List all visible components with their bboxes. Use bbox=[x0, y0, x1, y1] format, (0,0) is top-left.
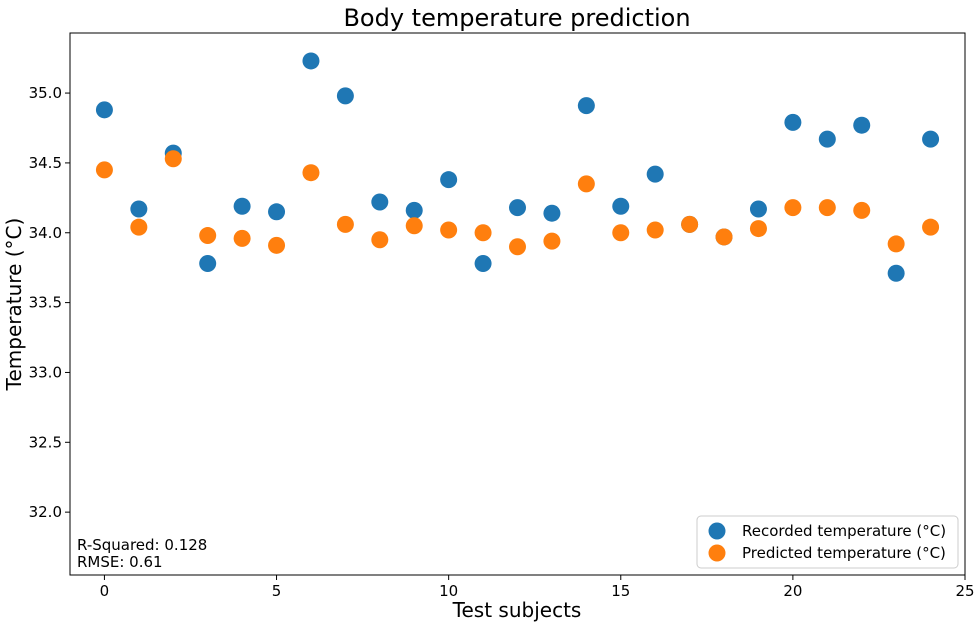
y-tick-label: 32.0 bbox=[29, 503, 62, 521]
data-point bbox=[612, 224, 630, 242]
data-point bbox=[130, 218, 148, 236]
data-point bbox=[233, 229, 251, 247]
data-point bbox=[577, 175, 595, 193]
data-point bbox=[405, 217, 423, 235]
data-point bbox=[646, 221, 664, 239]
x-tick-label: 0 bbox=[100, 582, 110, 600]
r-squared-annotation: R-Squared: 0.128 bbox=[77, 536, 207, 554]
x-tick-label: 10 bbox=[439, 582, 458, 600]
data-point bbox=[922, 218, 940, 236]
data-point bbox=[474, 254, 492, 272]
data-point bbox=[95, 161, 113, 179]
data-point bbox=[887, 264, 905, 282]
legend-marker bbox=[708, 522, 726, 540]
data-point bbox=[612, 197, 630, 215]
data-point bbox=[887, 235, 905, 253]
legend-marker bbox=[708, 544, 726, 562]
y-tick-label: 32.5 bbox=[29, 433, 62, 451]
data-point bbox=[440, 171, 458, 189]
data-point bbox=[302, 164, 320, 182]
data-point bbox=[371, 231, 389, 249]
x-tick-label: 25 bbox=[955, 582, 974, 600]
data-point bbox=[474, 224, 492, 242]
data-point bbox=[784, 113, 802, 131]
data-point bbox=[577, 97, 595, 115]
data-point bbox=[715, 228, 733, 246]
plot-area: 0 5 10 15 20 25 32.0 32.5 33.0 33.5 34.0 34.5 35.0 bbox=[29, 32, 974, 600]
data-point bbox=[336, 87, 354, 105]
data-point bbox=[130, 200, 148, 218]
data-point bbox=[509, 238, 526, 256]
data-point bbox=[509, 199, 526, 217]
data-point bbox=[818, 199, 836, 217]
data-point bbox=[749, 220, 767, 238]
data-point bbox=[405, 201, 423, 219]
data-point bbox=[199, 227, 217, 245]
y-tick-label: 33.5 bbox=[29, 294, 62, 312]
y-axis-title: Temperature (°C) bbox=[2, 218, 26, 392]
rmse-annotation: RMSE: 0.61 bbox=[77, 553, 163, 571]
data-point bbox=[199, 254, 217, 272]
series-predicted bbox=[95, 150, 940, 256]
data-point bbox=[268, 236, 286, 254]
y-tick-label: 34.5 bbox=[29, 154, 62, 172]
data-point bbox=[646, 165, 664, 183]
legend: Recorded temperature (°C) Predicted tempe… bbox=[696, 515, 959, 569]
data-point bbox=[749, 200, 767, 218]
chart-title: Body temperature prediction bbox=[343, 4, 690, 32]
y-tick-label: 35.0 bbox=[29, 84, 62, 102]
legend-label: Predicted temperature (°C) bbox=[742, 544, 946, 562]
data-point bbox=[922, 130, 940, 148]
legend-label: Recorded temperature (°C) bbox=[742, 522, 946, 540]
data-point bbox=[818, 130, 836, 148]
data-point bbox=[164, 150, 182, 168]
data-point bbox=[543, 204, 561, 222]
axes-frame bbox=[69, 32, 966, 576]
legend-box bbox=[696, 515, 959, 569]
data-point bbox=[95, 101, 113, 119]
data-point bbox=[853, 116, 871, 134]
x-tick-label: 15 bbox=[611, 582, 630, 600]
data-point bbox=[336, 215, 354, 233]
x-axis-title: Test subjects bbox=[452, 598, 582, 622]
y-tick-label: 34.0 bbox=[29, 224, 62, 242]
data-point bbox=[543, 232, 561, 250]
x-tick-label: 5 bbox=[272, 582, 282, 600]
data-point bbox=[371, 193, 389, 211]
data-point bbox=[853, 201, 871, 219]
data-point bbox=[233, 197, 251, 215]
data-point bbox=[302, 52, 320, 70]
data-point bbox=[268, 203, 286, 221]
data-point bbox=[440, 221, 458, 239]
data-point bbox=[681, 215, 699, 233]
x-tick-label: 20 bbox=[783, 582, 802, 600]
data-point bbox=[784, 199, 802, 217]
y-tick-label: 33.0 bbox=[29, 363, 62, 381]
